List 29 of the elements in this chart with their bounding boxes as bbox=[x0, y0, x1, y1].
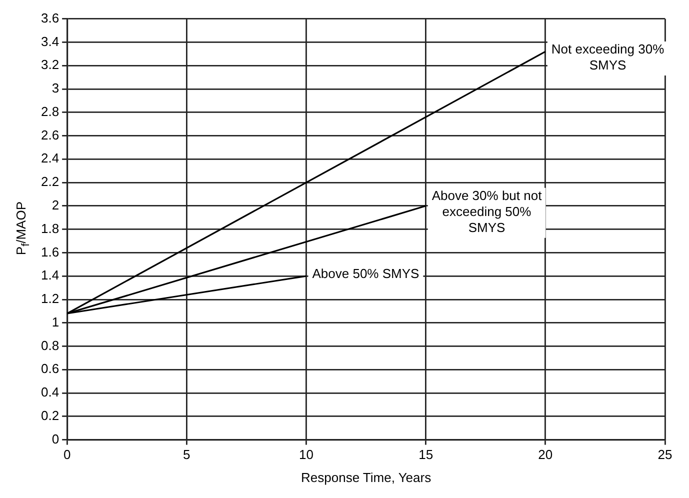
y-tick-label: 2.6 bbox=[40, 127, 60, 142]
x-tick-label: 10 bbox=[299, 447, 314, 462]
x-tick-label: 0 bbox=[63, 447, 71, 462]
y-tick-label: 0.6 bbox=[40, 361, 60, 376]
series-label: Not exceeding 30% SMYS bbox=[551, 42, 665, 73]
y-tick-label: 2.8 bbox=[40, 104, 60, 119]
x-tick-label: 5 bbox=[183, 447, 190, 462]
x-tick-label: 20 bbox=[538, 447, 553, 462]
y-tick-label: 2 bbox=[52, 197, 60, 212]
y-tick-label: 3.2 bbox=[40, 57, 60, 72]
y-tick-label: 1.6 bbox=[40, 244, 60, 260]
y-tick-label: 1.4 bbox=[40, 268, 60, 283]
y-tick-label: 0 bbox=[52, 431, 60, 446]
x-tick-label: 15 bbox=[418, 447, 434, 462]
y-tick-label: 2.2 bbox=[40, 174, 60, 190]
y-tick-label: 3.6 bbox=[40, 10, 60, 26]
y-tick-label: 1 bbox=[52, 314, 60, 330]
series-label: Above 50% SMYS bbox=[312, 266, 420, 282]
y-tick-label: 1.2 bbox=[40, 291, 60, 306]
y-tick-label: 0.2 bbox=[40, 408, 60, 423]
y-tick-label: 3.4 bbox=[40, 34, 60, 49]
y-tick-label: 0.4 bbox=[40, 384, 60, 400]
y-tick-label: 1.8 bbox=[40, 220, 60, 236]
x-axis-title: Response Time, Years bbox=[300, 470, 432, 485]
y-tick-label: 2.4 bbox=[40, 150, 60, 166]
y-tick-label: 0.8 bbox=[40, 338, 60, 353]
series-label: Above 30% but not exceeding 50% SMYS bbox=[432, 188, 542, 235]
y-tick-label: 3 bbox=[52, 80, 60, 96]
x-tick-label: 25 bbox=[658, 447, 672, 462]
